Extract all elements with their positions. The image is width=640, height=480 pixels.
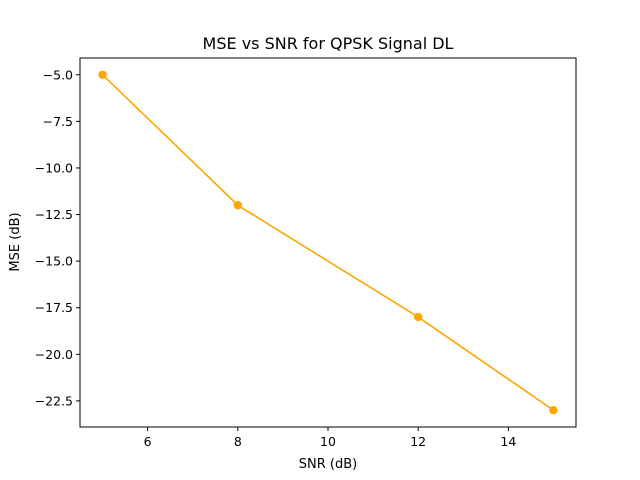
data-point [98,70,107,79]
x-tick-label: 6 [144,434,152,449]
plot-area [98,70,558,415]
x-tick-label: 12 [410,434,426,449]
y-tick-label: −20.0 [35,347,73,362]
data-point [549,406,558,415]
y-tick-label: −17.5 [35,300,73,315]
x-axis-label: SNR (dB) [299,457,357,472]
y-tick-label: −5.0 [43,67,73,82]
y-tick-label: −15.0 [35,254,73,269]
y-tick-label: −10.0 [35,160,73,175]
data-point [413,312,423,322]
y-tick-label: −12.5 [35,207,73,222]
x-tick-label: 10 [320,434,336,449]
x-tick-label: 8 [234,434,242,449]
y-tick-label: −7.5 [43,114,73,129]
y-axis-label: MSE (dB) [8,212,23,271]
chart-title: MSE vs SNR for QPSK Signal DL [203,34,454,53]
x-tick-label: 14 [500,434,516,449]
y-tick-label: −22.5 [35,393,73,408]
data-point [233,201,243,210]
series-line [101,74,554,411]
